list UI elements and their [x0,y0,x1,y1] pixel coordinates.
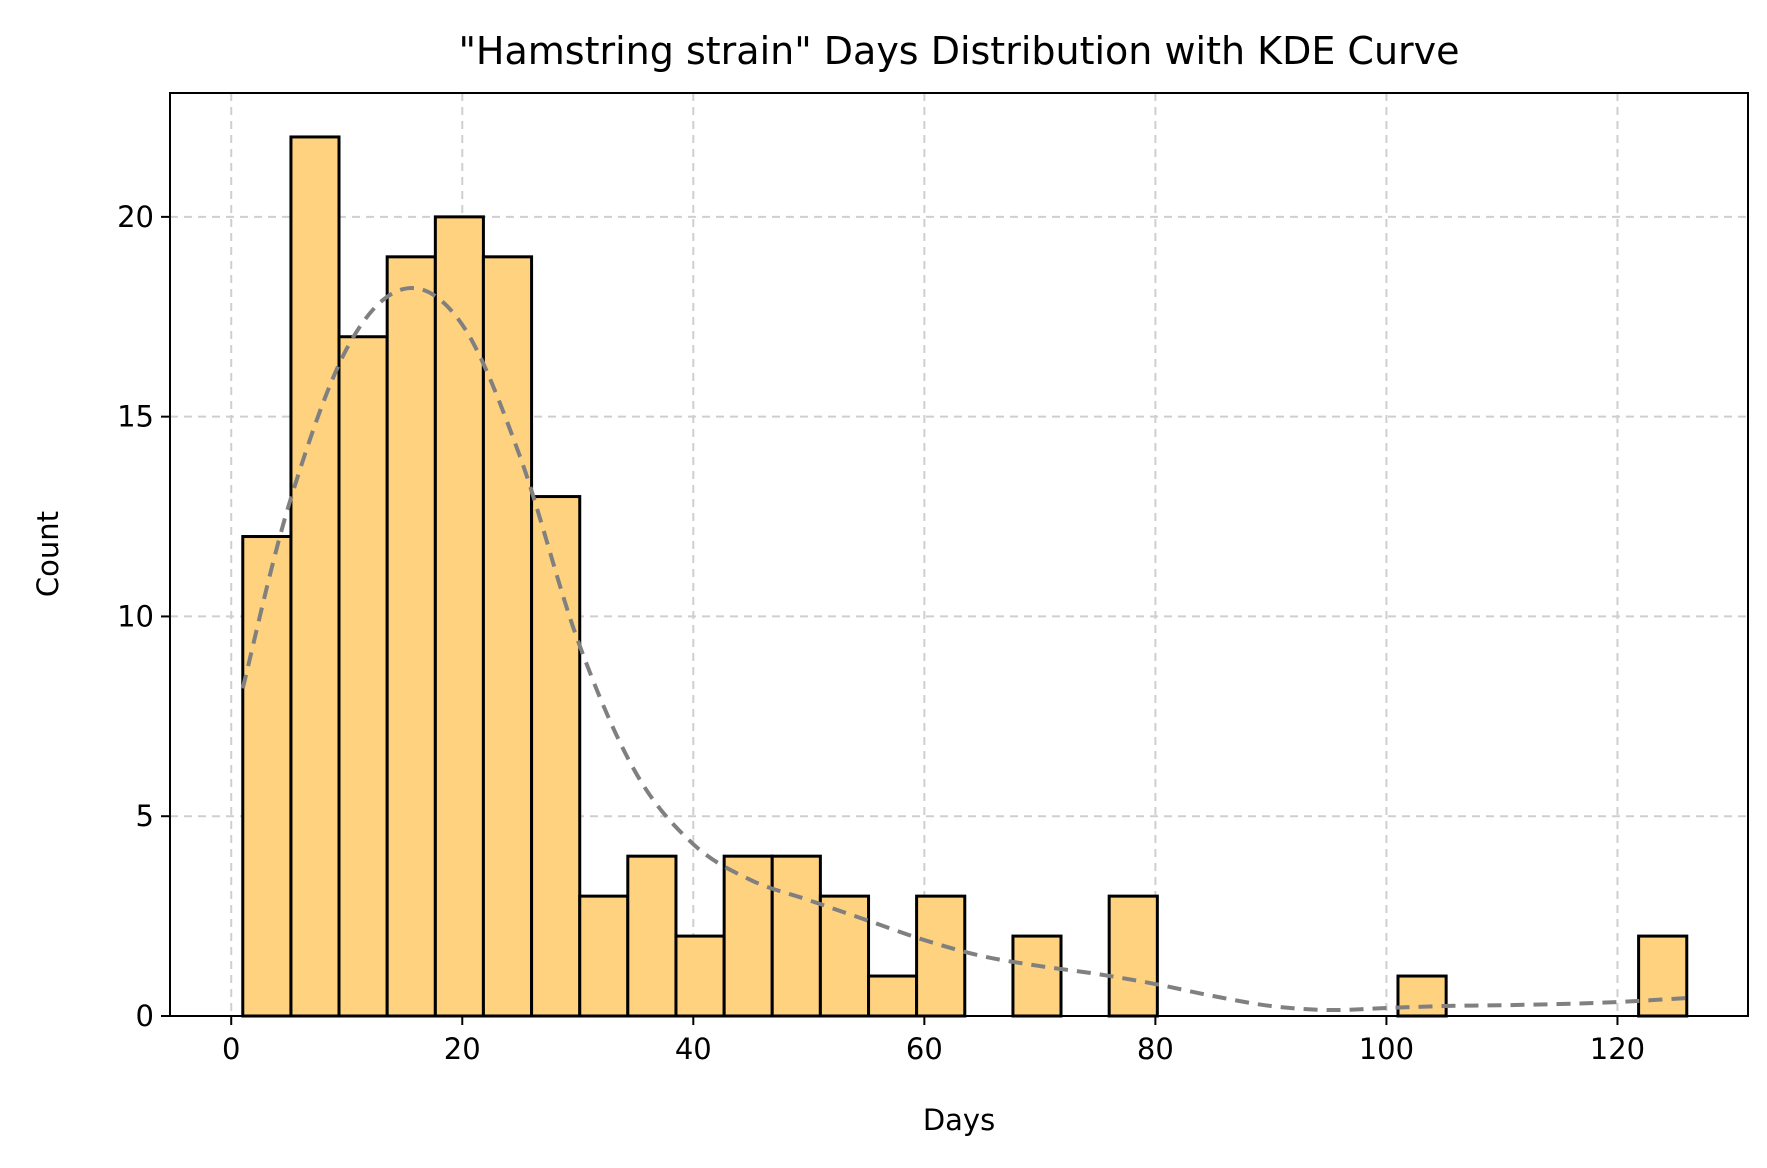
x-tick-label: 20 [444,1032,481,1066]
histogram-bar [337,335,389,1018]
chart-title: "Hamstring strain" Days Distribution wit… [458,29,1459,73]
plot-frame [169,92,1749,1017]
histogram-bar [867,974,919,1018]
histogram-bar [770,854,822,1018]
histogram-bar [578,894,630,1018]
histogram-bar [1011,934,1063,1018]
histogram-bar [289,135,341,1018]
x-tick-label: 100 [1359,1032,1414,1066]
histogram-bar [1107,894,1159,1018]
y-tick-label: 0 [136,999,154,1033]
histogram-bar [481,255,534,1018]
kde-curve [240,286,1687,1013]
histogram-bar [530,495,582,1018]
x-tick-label: 80 [1137,1032,1174,1066]
bars-layer [241,135,1689,1018]
y-tick-label: 15 [117,400,154,434]
histogram-bar [626,854,678,1018]
histogram-bar [1637,934,1689,1018]
histogram-bar [1396,974,1448,1018]
x-axis-label: Days [923,1103,995,1137]
x-tick-label: 0 [222,1032,240,1066]
y-tick-label: 10 [117,599,154,633]
histogram-bar [385,255,437,1018]
histogram-bar [433,215,485,1018]
y-axis-label: Count [31,511,65,597]
y-tick-label: 5 [136,799,154,833]
x-tick-label: 40 [675,1032,712,1066]
x-tick-label: 120 [1590,1032,1645,1066]
x-tick-label: 60 [906,1032,943,1066]
y-axis-ticks: 0 5 10 15 20 [117,200,170,1033]
y-tick-label: 20 [117,200,154,234]
histogram-bar [241,535,293,1018]
kde-layer [240,286,1687,1013]
x-axis-ticks: 0 20 40 60 80 100 120 [222,1016,1645,1066]
histogram-bar [674,934,726,1018]
histogram-bar [915,894,967,1018]
